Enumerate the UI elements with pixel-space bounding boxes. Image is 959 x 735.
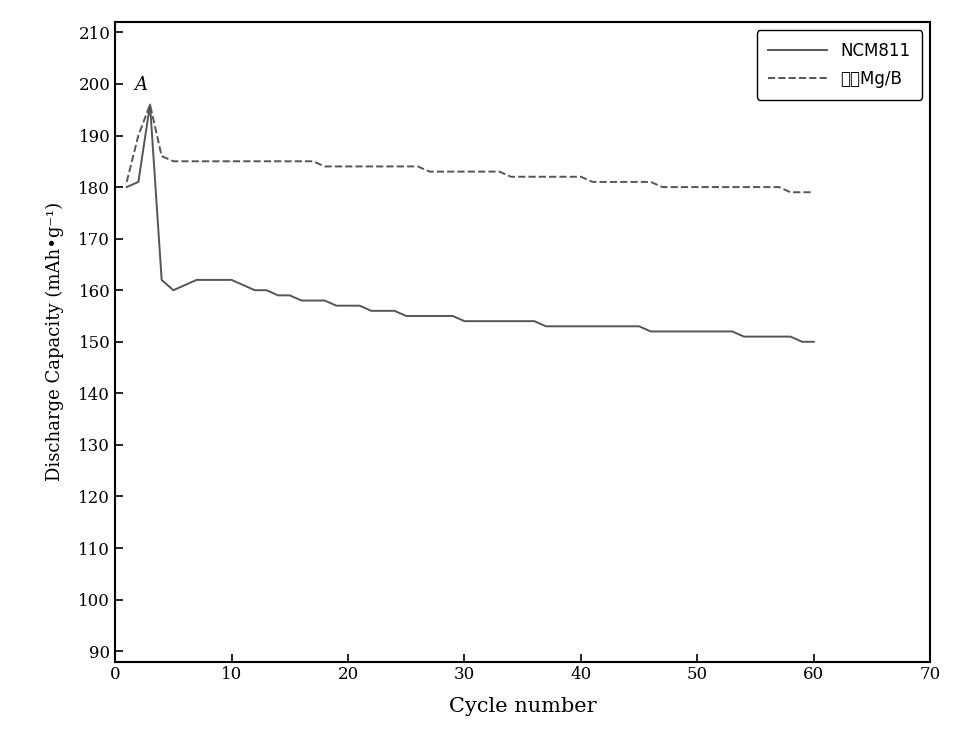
Legend: NCM811, 掺杂Mg/B: NCM811, 掺杂Mg/B xyxy=(757,30,922,100)
NCM811 xyxy=(331,301,342,310)
掺杂Mg/B xyxy=(354,162,365,171)
掺杂Mg/B xyxy=(249,157,261,165)
Text: A: A xyxy=(134,76,147,94)
X-axis label: Cycle number: Cycle number xyxy=(449,698,596,716)
掺杂Mg/B xyxy=(331,162,342,171)
掺杂Mg/B xyxy=(564,172,575,181)
NCM811 xyxy=(796,337,807,346)
NCM811 xyxy=(249,286,261,295)
掺杂Mg/B xyxy=(307,157,318,165)
掺杂Mg/B xyxy=(144,100,155,109)
NCM811 xyxy=(564,322,575,331)
NCM811 xyxy=(307,296,318,305)
Line: NCM811: NCM811 xyxy=(127,104,814,342)
NCM811 xyxy=(144,100,155,109)
掺杂Mg/B xyxy=(808,188,820,197)
掺杂Mg/B xyxy=(784,188,796,197)
NCM811 xyxy=(808,337,820,346)
NCM811 xyxy=(354,301,365,310)
Line: 掺杂Mg/B: 掺杂Mg/B xyxy=(127,104,814,193)
掺杂Mg/B xyxy=(365,162,377,171)
掺杂Mg/B xyxy=(121,178,132,187)
NCM811 xyxy=(365,306,377,315)
NCM811 xyxy=(121,183,132,192)
Y-axis label: Discharge Capacity (mAh•g⁻¹): Discharge Capacity (mAh•g⁻¹) xyxy=(46,202,64,481)
